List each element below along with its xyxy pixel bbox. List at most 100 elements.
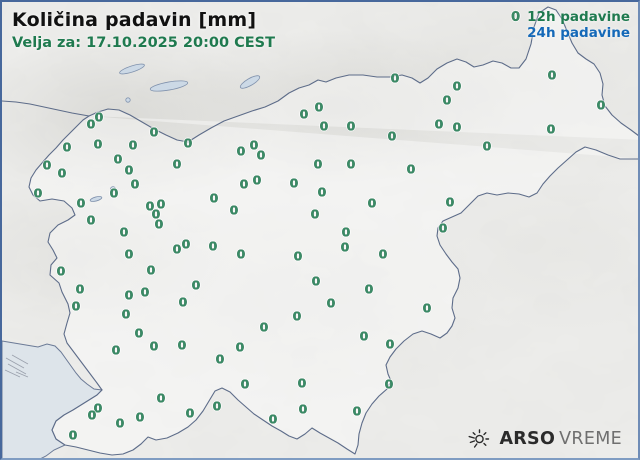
station-value-marker: 0	[42, 157, 52, 173]
legend: 0 12h padavine 24h padavine	[511, 9, 630, 42]
station-value-marker: 0	[146, 262, 156, 278]
station-value-marker: 0	[62, 139, 72, 155]
station-value-marker: 0	[93, 400, 103, 416]
station-value-marker: 0	[124, 287, 134, 303]
station-value-marker: 0	[135, 409, 145, 425]
station-value-marker: 0	[156, 390, 166, 406]
station-value-marker: 0	[115, 415, 125, 431]
title-block: Količina padavin [mm] Velja za: 17.10.20…	[12, 9, 275, 51]
legend-item-12h[interactable]: 0 12h padavine	[511, 9, 630, 26]
station-value-marker: 0	[76, 195, 86, 211]
station-value-marker: 0	[33, 185, 43, 201]
logo-vreme: VREME	[559, 428, 622, 449]
page-title: Količina padavin [mm]	[12, 9, 257, 31]
station-value-marker: 0	[256, 147, 266, 163]
station-value-marker: 0	[299, 106, 309, 122]
station-value-marker: 0	[209, 190, 219, 206]
station-value-marker: 0	[378, 246, 388, 262]
station-value-marker: 0	[452, 78, 462, 94]
station-value-marker: 0	[149, 338, 159, 354]
station-value-marker: 0	[384, 376, 394, 392]
station-value-marker: 0	[71, 298, 81, 314]
station-value-marker: 0	[172, 156, 182, 172]
station-value-marker: 0	[314, 99, 324, 115]
station-value-marker: 0	[445, 194, 455, 210]
station-value-marker: 0	[111, 342, 121, 358]
station-value-marker: 0	[297, 375, 307, 391]
station-value-marker: 0	[134, 325, 144, 341]
station-value-marker: 0	[119, 224, 129, 240]
trieste-urban-area	[4, 354, 29, 378]
context-border-italy-austria	[2, 100, 90, 117]
station-value-marker: 0	[236, 246, 246, 262]
station-value-marker: 0	[482, 138, 492, 154]
station-value-marker: 0	[121, 306, 131, 322]
station-value-marker: 0	[57, 165, 67, 181]
station-value-marker: 0	[259, 319, 269, 335]
legend-item-24h[interactable]: 24h padavine	[511, 24, 630, 42]
station-value-marker: 0	[68, 427, 78, 443]
station-value-marker: 0	[177, 337, 187, 353]
station-value-marker: 0	[313, 156, 323, 172]
station-value-marker: 0	[229, 202, 239, 218]
arso-vreme-logo: ARSO VREME	[467, 427, 622, 450]
station-value-marker: 0	[236, 143, 246, 159]
station-value-marker: 0	[249, 137, 259, 153]
station-value-marker: 0	[75, 281, 85, 297]
station-value-marker: 0	[340, 239, 350, 255]
station-value-marker: 0	[292, 308, 302, 324]
station-value-marker: 0	[310, 206, 320, 222]
station-value-marker: 0	[434, 116, 444, 132]
station-value-marker: 0	[113, 151, 123, 167]
station-value-marker: 0	[546, 121, 556, 137]
station-value-marker: 0	[387, 128, 397, 144]
station-value-marker: 0	[268, 411, 278, 427]
legend-12h-label: 12h padavine	[527, 9, 630, 25]
station-value-marker: 0	[149, 124, 159, 140]
legend-sample-value: 0	[511, 10, 521, 25]
station-value-marker: 0	[293, 248, 303, 264]
station-value-marker: 0	[56, 263, 66, 279]
station-value-marker: 0	[341, 224, 351, 240]
station-value-marker: 0	[109, 185, 119, 201]
station-value-marker: 0	[252, 172, 262, 188]
sun-rays-icon	[468, 429, 490, 448]
station-value-marker: 0	[298, 401, 308, 417]
station-value-marker: 0	[352, 403, 362, 419]
station-value-marker: 0	[154, 216, 164, 232]
station-value-marker: 0	[452, 119, 462, 135]
station-value-marker: 0	[178, 294, 188, 310]
station-value-marker: 0	[191, 277, 201, 293]
station-value-marker: 0	[151, 206, 161, 222]
station-value-marker: 0	[181, 236, 191, 252]
station-value-marker: 0	[235, 339, 245, 355]
station-value-marker: 0	[390, 70, 400, 86]
station-value-marker: 0	[406, 161, 416, 177]
station-value-marker: 0	[317, 184, 327, 200]
station-value-marker: 0	[145, 198, 155, 214]
station-value-marker: 0	[596, 97, 606, 113]
station-value-marker: 0	[208, 238, 218, 254]
station-value-marker: 0	[172, 241, 182, 257]
station-value-marker: 0	[289, 175, 299, 191]
station-value-marker: 0	[240, 376, 250, 392]
station-value-marker: 0	[124, 246, 134, 262]
station-value-marker: 0	[93, 136, 103, 152]
station-value-marker: 0	[140, 284, 150, 300]
station-value-marker: 0	[346, 156, 356, 172]
station-value-marker: 0	[94, 109, 104, 125]
station-value-marker: 0	[346, 118, 356, 134]
station-value-marker: 0	[239, 176, 249, 192]
station-value-marker: 0	[359, 328, 369, 344]
station-value-marker: 0	[438, 220, 448, 236]
station-value-marker: 0	[422, 300, 432, 316]
station-value-marker: 0	[124, 162, 134, 178]
station-value-marker: 0	[364, 281, 374, 297]
station-value-marker: 0	[86, 116, 96, 132]
legend-24h-label: 24h padavine	[527, 24, 630, 41]
station-value-marker: 0	[156, 196, 166, 212]
